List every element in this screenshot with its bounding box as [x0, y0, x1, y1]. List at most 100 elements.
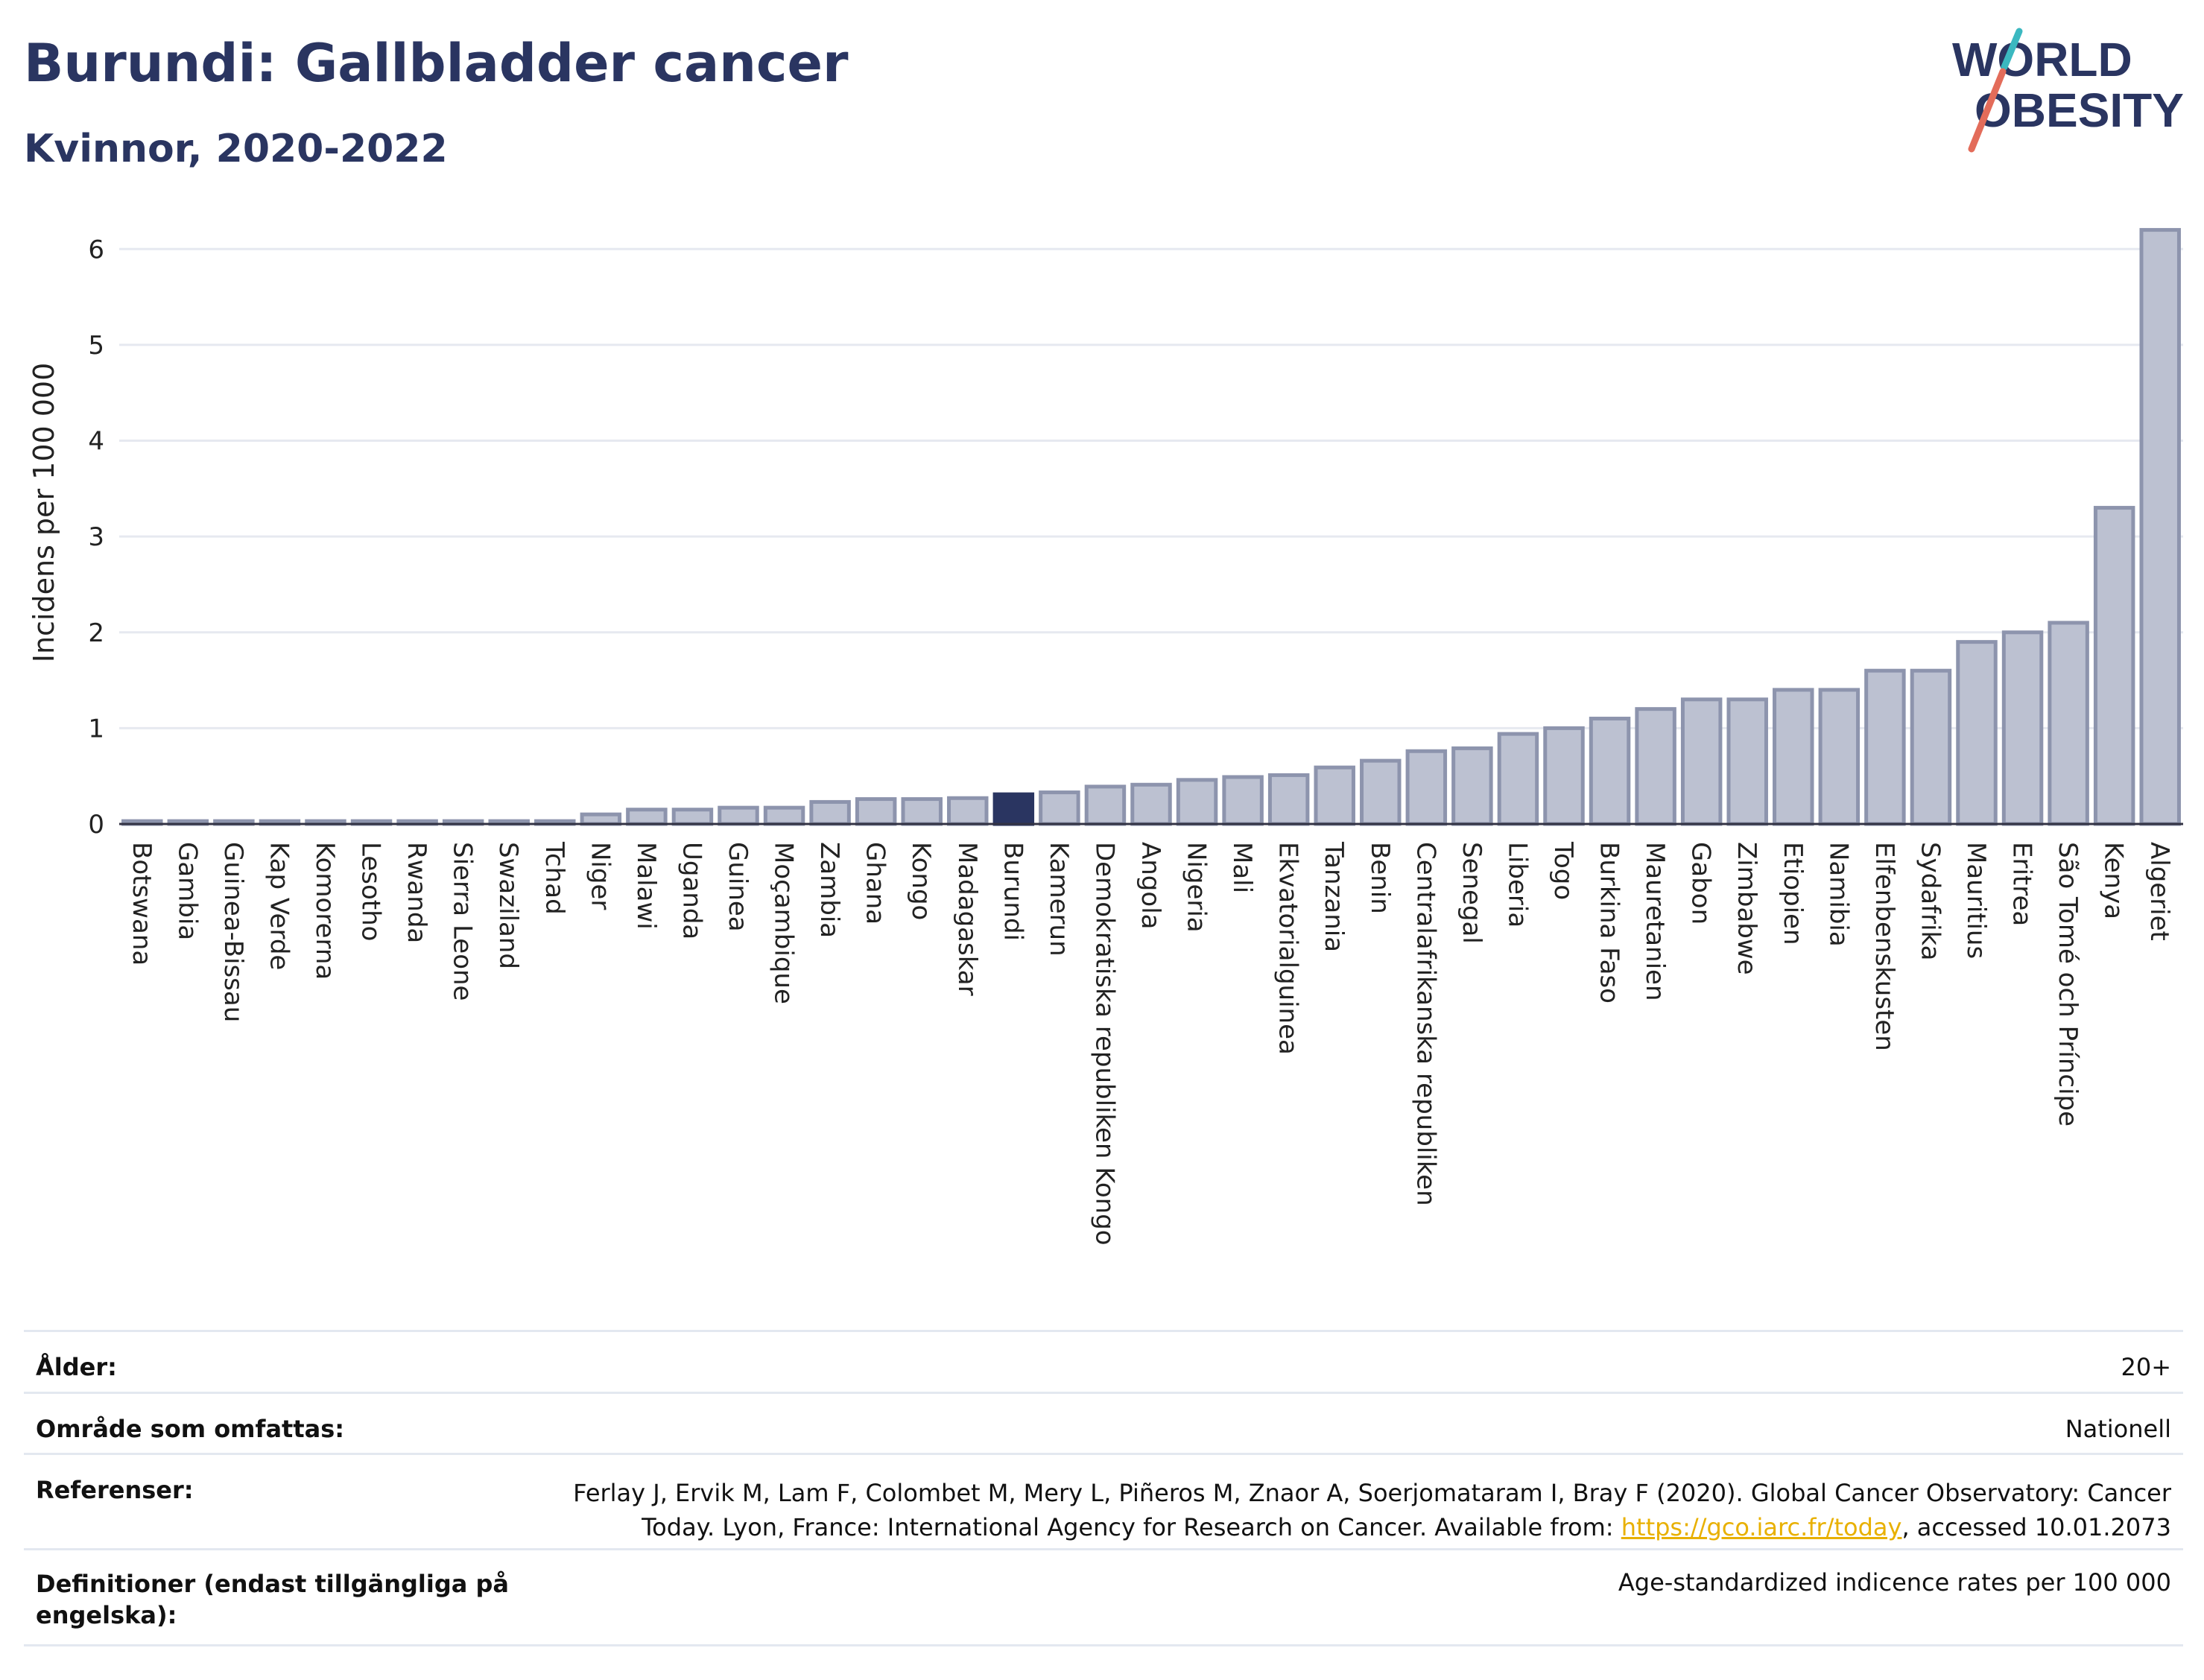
x-tick-label: Uganda — [677, 842, 706, 939]
bar-namibia — [1818, 688, 1861, 826]
bars — [121, 228, 2181, 826]
references-line-2: Today. Lyon, France: International Agenc… — [573, 1510, 2171, 1544]
age-value: 20+ — [2121, 1353, 2171, 1381]
y-tick-label: 3 — [88, 522, 104, 552]
bar-mali — [1222, 775, 1264, 826]
x-tick-label: Moçambique — [769, 842, 799, 1004]
x-tick-label: Algeriet — [2144, 842, 2174, 941]
x-tick-label: Gabon — [1686, 842, 1716, 925]
definitions-label-line-2: engelska): — [36, 1601, 177, 1629]
x-tick-label: Malawi — [631, 842, 661, 930]
bar-senegal — [1451, 746, 1493, 826]
x-tick-label: Burundi — [998, 842, 1027, 941]
x-tick-label: Liberia — [1502, 842, 1532, 928]
y-axis-label: Incidens per 100 000 — [28, 363, 60, 663]
definitions-label-line-1: Definitioner (endast tillgängliga på — [36, 1570, 509, 1598]
bar-kamerun — [1039, 790, 1080, 826]
references-line-1: Ferlay J, Ervik M, Lam F, Colombet M, Me… — [573, 1479, 2171, 1507]
bar-eritrea — [2001, 630, 2044, 826]
bar-demokratiska-republiken-kongo — [1084, 784, 1127, 826]
x-tick-label: Mauritius — [1961, 842, 1991, 959]
x-tick-label: Senegal — [1457, 842, 1486, 944]
references-label: Referenser: — [36, 1476, 194, 1504]
x-tick-label: Kamerun — [1044, 842, 1074, 957]
bar-tanzania — [1314, 765, 1355, 826]
age-label: Ålder: — [36, 1353, 117, 1381]
bar-togo — [1543, 726, 1585, 826]
bar-burkina-faso — [1589, 717, 1631, 826]
x-tick-label: Mali — [1227, 842, 1257, 893]
x-tick-label: Benin — [1365, 842, 1395, 914]
logo-slash-coral — [1968, 68, 2007, 153]
labels: 0 1 2 3 4 5 6 Botswana Gambia Guinea-Bissau Kap Ve… — [28, 235, 2174, 1245]
area-label: Område som omfattas: — [36, 1415, 345, 1443]
x-tick-label: Zimbabwe — [1732, 842, 1761, 975]
meta-row-area: Område som omfattas: Nationell — [24, 1392, 2183, 1454]
logo-text-obesity: OBESITY — [1975, 83, 2184, 137]
x-tick-label: Ghana — [861, 842, 890, 925]
x-tick-label: Tanzania — [1319, 841, 1349, 952]
x-tick-label: Kap Verde — [264, 842, 294, 970]
x-tick-label: Nigeria — [1182, 842, 1212, 933]
x-tick-label: Guinea — [723, 842, 753, 932]
bar-nigeria — [1176, 778, 1218, 826]
x-tick-label: Madagaskar — [952, 842, 982, 996]
y-tick-label: 5 — [88, 331, 104, 361]
definitions-label: Definitioner (endast tillgängliga på eng… — [36, 1568, 509, 1631]
definitions-value: Age-standardized indicence rates per 100… — [1618, 1568, 2171, 1597]
bar-uganda — [671, 808, 714, 826]
y-tick-label: 6 — [88, 235, 104, 264]
references-line-2-text: Today. Lyon, France: International Agenc… — [642, 1513, 1621, 1541]
gco-link[interactable]: https://gco.iarc.fr/today — [1621, 1513, 1902, 1541]
area-value: Nationell — [2065, 1415, 2171, 1443]
world-obesity-logo: WORLD OBESITY — [1952, 28, 2184, 153]
x-tick-label: Swaziland — [493, 842, 523, 969]
meta-row-age: Ålder: 20+ — [24, 1330, 2183, 1392]
bar-elfenbenskusten — [1864, 668, 1906, 826]
x-tick-label: Ekvatorialguinea — [1273, 842, 1303, 1055]
x-tick-label: Botswana — [127, 842, 156, 966]
bar-etiopien — [1773, 688, 1814, 826]
bar-algeriet — [2139, 228, 2181, 826]
x-tick-label: Elfenbenskusten — [1869, 842, 1899, 1051]
bar-mauretanien — [1635, 707, 1676, 826]
bar-mauritius — [1956, 640, 1998, 826]
references-accessed: , accessed 10.01.2073 — [1901, 1513, 2171, 1541]
bar-ghana — [855, 797, 897, 826]
meta-row-references: Referenser: Ferlay J, Ervik M, Lam F, Co… — [24, 1453, 2183, 1549]
bar-niger — [580, 812, 622, 826]
bar-liberia — [1497, 732, 1539, 826]
y-tick-label: 2 — [88, 618, 104, 648]
bar-mo-ambique — [763, 805, 805, 826]
bar-centralafrikanska-republiken — [1405, 749, 1448, 826]
bar-malawi — [626, 808, 668, 826]
bar-angola — [1130, 782, 1172, 826]
y-tick-label: 0 — [88, 810, 104, 840]
x-tick-label: Lesotho — [356, 842, 386, 941]
bar-s-o-tom-och-pr-ncipe — [2048, 621, 2089, 826]
x-tick-label: Niger — [585, 842, 615, 910]
y-tick-label: 4 — [88, 427, 104, 457]
bar-chart: 0 1 2 3 4 5 6 Botswana Gambia Guinea-Bissau Kap Ve… — [28, 228, 2183, 1246]
x-tick-label: Eritrea — [2007, 842, 2037, 926]
x-tick-label: Togo — [1548, 841, 1578, 900]
x-tick-label: Rwanda — [402, 842, 431, 943]
bar-burundi — [992, 792, 1035, 826]
chart-title: Burundi: Gallbladder cancer — [24, 33, 849, 94]
x-tick-label: Sydafrika — [1915, 842, 1945, 960]
x-tick-label: Tchad — [539, 841, 569, 915]
x-tick-label: Centralafrikanska republiken — [1410, 842, 1440, 1206]
bar-zimbabwe — [1726, 697, 1768, 826]
bar-guinea — [718, 805, 759, 826]
x-tick-label: Mauretanien — [1640, 842, 1670, 1001]
bar-kenya — [2093, 506, 2135, 826]
bar-sydafrika — [1910, 668, 1952, 826]
chart-subtitle: Kvinnor, 2020-2022 — [24, 127, 448, 171]
bar-zambia — [809, 799, 851, 826]
meta-row-definitions: Definitioner (endast tillgängliga på eng… — [24, 1548, 2183, 1646]
x-tick-label: Etiopien — [1778, 842, 1808, 945]
x-tick-label: Angola — [1136, 842, 1165, 929]
x-tick-label: Kongo — [906, 842, 936, 920]
x-tick-label: Sierra Leone — [448, 842, 478, 1001]
references-value: Ferlay J, Ervik M, Lam F, Colombet M, Me… — [573, 1476, 2171, 1544]
